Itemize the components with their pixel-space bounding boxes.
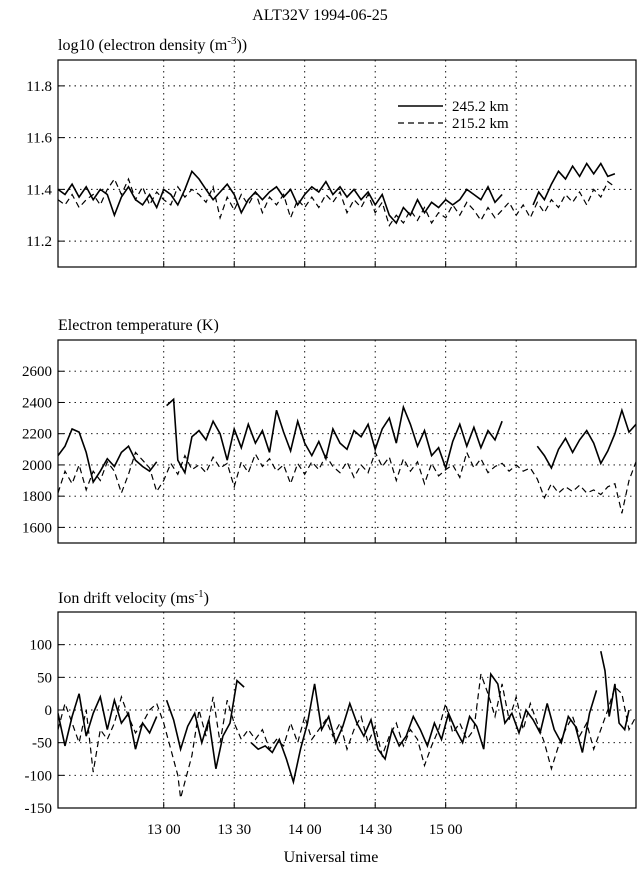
drift-panel: -150 -100 -50 0 50 100	[25, 611, 637, 817]
series-solid-line	[58, 427, 158, 485]
density-panel: 11.2 11.4 11.6 11.8	[26, 59, 637, 268]
y-tick-label: 1600	[22, 520, 52, 536]
y-tick-label: -100	[25, 768, 53, 784]
series-solid-line	[536, 407, 636, 470]
series-dashed-line	[58, 450, 636, 514]
panel-title-density: log10 (electron density (m-3))	[58, 35, 247, 54]
series-dashed-line	[58, 673, 636, 799]
series-solid-line	[58, 169, 503, 225]
panel-title-temperature: Electron temperature (K)	[58, 317, 219, 334]
x-tick-labels: 13 00 13 30 14 00 14 30 15 00	[147, 822, 463, 838]
panel-title-drift: Ion drift velocity (ms-1)	[58, 588, 209, 607]
legend-label-245: 245.2 km	[452, 99, 509, 115]
y-tick-label: 1800	[22, 489, 52, 505]
y-tick-label: 2200	[22, 427, 52, 443]
y-tick-label: 50	[37, 670, 52, 686]
x-tick-label: 13 00	[147, 822, 181, 838]
plot-frame	[57, 59, 637, 268]
series-solid-line	[166, 397, 503, 475]
y-tick-label: -50	[32, 736, 52, 752]
x-tick-label: 14 30	[358, 822, 392, 838]
series-dashed-line	[58, 177, 616, 227]
y-tick-label: 0	[45, 703, 53, 719]
x-tick-label: 13 30	[217, 822, 251, 838]
y-tick-label: 2000	[22, 458, 52, 474]
series-solid-line	[250, 671, 598, 786]
legend: 245.2 km 215.2 km	[398, 99, 509, 132]
temperature-panel: 1600 1800 2000 2200 2400 2600	[22, 339, 637, 544]
y-tick-label: 11.4	[26, 182, 52, 198]
plot-frame	[57, 339, 637, 544]
series-solid-line	[58, 693, 158, 750]
y-tick-label: 2400	[22, 395, 52, 411]
x-tick-label: 14 00	[288, 822, 322, 838]
y-tick-label: 11.8	[26, 79, 52, 95]
series-solid-line	[600, 651, 630, 732]
figure-title: ALT32V 1994-06-25	[252, 7, 388, 24]
series-solid-line	[532, 161, 616, 206]
y-tick-label: 2600	[22, 364, 52, 380]
legend-label-215: 215.2 km	[452, 116, 509, 132]
y-tick-label: 100	[30, 638, 53, 654]
y-tick-label: 11.2	[26, 234, 52, 250]
x-axis-label: Universal time	[284, 849, 379, 866]
y-tick-label: -150	[25, 801, 53, 817]
y-tick-label: 11.6	[26, 131, 52, 147]
series-solid-line	[165, 679, 245, 769]
x-tick-label: 15 00	[429, 822, 463, 838]
